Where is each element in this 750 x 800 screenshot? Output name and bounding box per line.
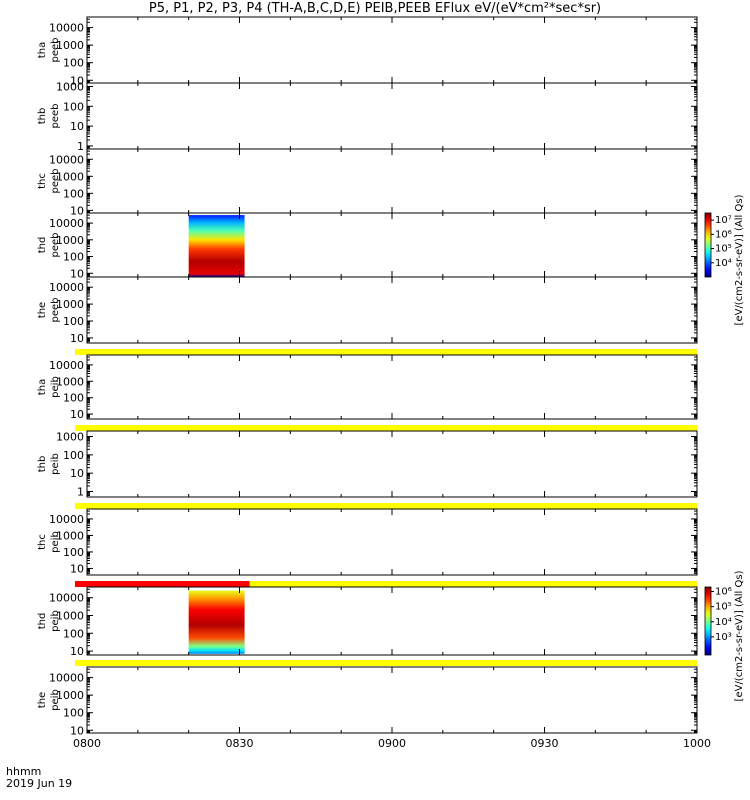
ytick-label-6-1: 100	[63, 449, 84, 462]
colorbar-tick-label-8-3: 10³	[715, 632, 732, 643]
ytick-label-7-0: 10000	[49, 513, 84, 526]
ytick-label-4-2: 100	[63, 315, 84, 328]
panel-label-instrument-9: peib	[50, 689, 61, 711]
flag-bar-yellow-8	[75, 660, 697, 666]
ytick-label-7-2: 100	[63, 546, 84, 559]
xtick-label-2: 0900	[378, 737, 406, 750]
flag-bar-yellow-6	[75, 503, 697, 509]
colorbar-tick-label-3-3: 10⁴	[715, 258, 732, 269]
panel-frame-thc-peib	[86, 508, 698, 576]
panel-label-probe-5: tha	[37, 379, 48, 395]
colorbar-tick-label-3-2: 10⁵	[715, 244, 732, 255]
panel-frame-tha-peib	[86, 354, 698, 420]
xtick-label-1: 0830	[226, 737, 254, 750]
time-axis-corner-label: hhmm	[6, 765, 42, 778]
ytick-label-5-2: 100	[63, 392, 84, 405]
colorbar-8	[704, 586, 712, 656]
panel-frame-thd-peeb	[86, 212, 698, 278]
colorbar-tick-label-8-0: 10⁶	[715, 587, 732, 598]
panel-frame-thb-peeb	[86, 82, 698, 150]
colorbar-tick-label-3-0: 10⁷	[715, 215, 732, 226]
panel-label-instrument-2: peeb	[50, 169, 61, 194]
flag-bar-yellow-4	[75, 349, 697, 355]
colorbar-3	[704, 212, 712, 278]
ytick-label-9-0: 10000	[49, 672, 84, 685]
ytick-label-8-0: 10000	[49, 592, 84, 605]
colorbar-tick-label-8-1: 10⁵	[715, 602, 732, 613]
ytick-label-0-3: 10	[70, 74, 84, 87]
panel-label-instrument-8: peib	[50, 610, 61, 632]
panel-label-probe-9: the	[37, 692, 48, 708]
colorbar-tick-label-3-1: 10⁶	[715, 229, 732, 240]
ytick-label-3-3: 10	[70, 267, 84, 280]
panel-label-instrument-1: peeb	[50, 104, 61, 129]
panel-label-probe-2: thc	[37, 173, 48, 189]
ytick-label-8-1: 1000	[56, 609, 84, 622]
ytick-label-2-1: 1000	[56, 170, 84, 183]
ytick-label-1-3: 1	[77, 140, 84, 153]
ytick-label-6-0: 1000	[56, 431, 84, 444]
ytick-label-9-3: 10	[70, 724, 84, 737]
ytick-label-0-1: 1000	[56, 39, 84, 52]
ytick-label-8-2: 100	[63, 627, 84, 640]
ytick-label-3-2: 100	[63, 251, 84, 264]
panel-label-instrument-0: peeb	[50, 38, 61, 63]
panel-label-probe-8: thd	[37, 613, 48, 630]
ytick-label-9-1: 1000	[56, 689, 84, 702]
xtick-label-4: 1000	[683, 737, 711, 750]
xtick-label-3: 0930	[531, 737, 559, 750]
panel-label-probe-1: thb	[37, 108, 48, 125]
panel-frame-tha-peeb	[86, 16, 698, 84]
colorbar-tick-label-8-2: 10⁴	[715, 617, 732, 628]
ytick-label-9-2: 100	[63, 707, 84, 720]
ytick-label-4-3: 10	[70, 332, 84, 345]
ytick-label-5-1: 1000	[56, 375, 84, 388]
panel-frame-the-peib	[86, 666, 698, 734]
colorbar-label-8: [eV/(cm2-s-sr-eV)] (All Qs)	[734, 570, 745, 701]
ytick-label-4-1: 1000	[56, 298, 84, 311]
panel-label-instrument-3: peeb	[50, 233, 61, 258]
panel-label-instrument-4: peeb	[50, 298, 61, 323]
panel-label-probe-7: thc	[37, 534, 48, 550]
ytick-label-2-2: 100	[63, 187, 84, 200]
panel-label-probe-4: the	[37, 302, 48, 318]
flag-bar-red-7	[75, 581, 250, 587]
ytick-label-6-3: 1	[77, 485, 84, 498]
ytick-label-3-0: 10000	[49, 217, 84, 230]
xtick-label-0: 0800	[73, 737, 101, 750]
spectrogram-block-thd-peeb	[188, 215, 245, 277]
panel-label-probe-6: thb	[37, 456, 48, 473]
plot-title: P5, P1, P2, P3, P4 (TH-A,B,C,D,E) PEIB,P…	[148, 1, 602, 16]
ytick-label-8-3: 10	[70, 645, 84, 658]
ytick-label-7-1: 1000	[56, 529, 84, 542]
ytick-label-5-3: 10	[70, 408, 84, 421]
panel-label-instrument-7: peib	[50, 531, 61, 553]
ytick-label-6-2: 10	[70, 467, 84, 480]
ytick-label-4-0: 10000	[49, 281, 84, 294]
ytick-label-1-0: 1000	[56, 80, 84, 93]
ytick-label-0-2: 100	[63, 57, 84, 70]
panel-frame-the-peeb	[86, 276, 698, 344]
ytick-label-2-0: 10000	[49, 153, 84, 166]
ytick-label-1-2: 10	[70, 120, 84, 133]
ytick-label-5-0: 10000	[49, 359, 84, 372]
ytick-label-3-1: 1000	[56, 234, 84, 247]
panel-label-instrument-6: peib	[50, 453, 61, 475]
panel-frame-thc-peeb	[86, 148, 698, 214]
spectrogram-block-thd-peib	[188, 590, 245, 654]
panel-frame-thd-peib	[86, 586, 698, 656]
flag-bar-yellow-5	[75, 425, 697, 431]
colorbar-label-3: [eV/(cm2-s-sr-eV)] (All Qs)	[734, 194, 745, 325]
panel-label-instrument-5: peib	[50, 376, 61, 398]
flag-bar-yellow-7	[249, 581, 697, 587]
ytick-label-0-0: 10000	[49, 22, 84, 35]
panel-label-probe-0: tha	[37, 42, 48, 58]
ytick-label-1-1: 100	[63, 100, 84, 113]
ytick-label-2-3: 10	[70, 204, 84, 217]
ytick-label-7-3: 10	[70, 562, 84, 575]
date-label: 2019 Jun 19	[6, 777, 73, 790]
panel-label-probe-3: thd	[37, 237, 48, 254]
panel-frame-thb-peib	[86, 430, 698, 498]
